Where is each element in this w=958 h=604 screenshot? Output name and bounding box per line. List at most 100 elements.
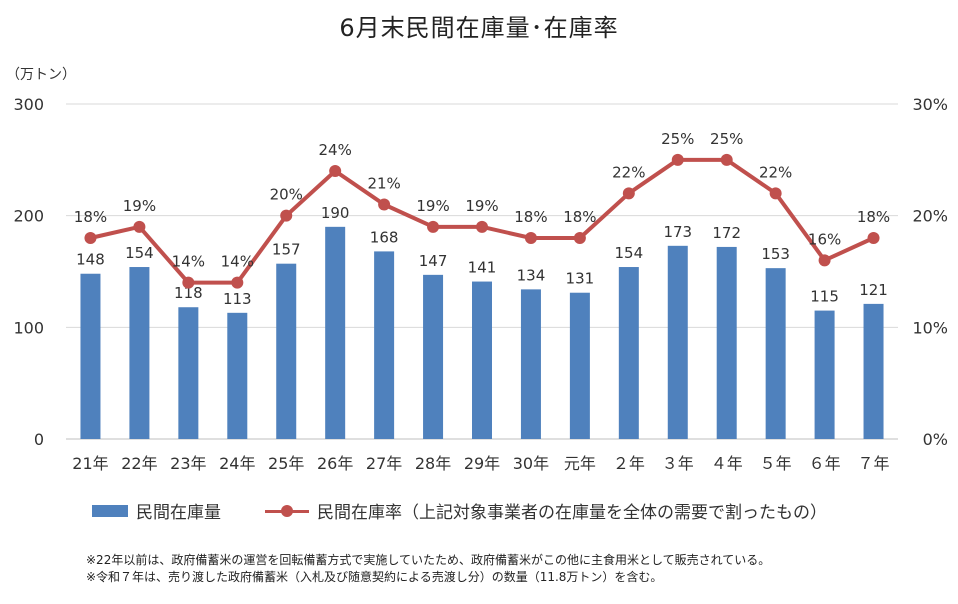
bar-value-label: 148 [76,251,105,269]
bar [716,246,737,439]
y-tick-label: 200 [13,207,44,226]
x-tick-label: 29年 [464,454,500,473]
bar [129,267,150,439]
y2-tick-label: 0% [923,430,948,449]
bar-value-label: 118 [174,284,203,302]
combo-chart: 0 100 200 300 0% 10% 20% 30% 148 21年 154 22年 118 23年 1… [13,95,948,473]
line-value-label: 25% [661,130,694,148]
bar-value-label: 168 [370,228,399,246]
x-tick-label: 28年 [415,454,451,473]
line-point [769,187,782,200]
x-tick-label: 30年 [513,454,549,473]
bar-value-label: 147 [419,252,448,270]
bar [227,312,248,439]
x-tick-label: ５年 [760,454,792,473]
line-point [622,187,635,200]
line-value-label: 24% [319,141,352,159]
chart-title: 6月末民間在庫量･在庫率 [339,14,619,42]
y2-tick-label: 30% [912,95,948,114]
line-point [867,232,880,244]
bar-value-label: 113 [223,290,252,308]
bar-value-label: 157 [272,241,301,259]
bar-value-label: 115 [810,288,839,306]
legend-line-label: 民間在庫率（上記対象事業者の在庫量を全体の需要で割ったもの） [317,503,827,523]
bar-value-label: 154 [125,244,154,262]
bar [814,310,835,439]
x-tick-label: ６年 [809,454,841,473]
x-tick-label: 24年 [219,454,255,473]
bar-value-label: 153 [761,245,790,263]
line-point [84,232,97,244]
line-point [182,276,195,289]
bar-value-label: 141 [468,259,497,277]
x-tick-label: ７年 [858,454,890,473]
x-tick-label: 27年 [366,454,402,473]
line-point [524,232,537,244]
line-value-label: 14% [221,253,254,271]
line-value-label: 18% [857,208,890,226]
line-value-label: 19% [123,197,156,215]
footnote-2: ※令和７年は、売り渡した政府備蓄米（入札及び随意契約による売渡し分）の数量（11… [86,570,663,584]
bar-value-label: 134 [517,266,546,284]
y2-tick-label: 20% [912,207,948,226]
line-value-label: 19% [465,197,498,215]
line-value-label: 18% [74,208,107,226]
line-value-label: 22% [759,163,792,181]
bar-value-label: 154 [615,244,644,262]
x-tick-label: ２年 [613,454,645,473]
bar [472,281,492,439]
x-tick-label: ４年 [711,454,743,473]
line-value-label: 18% [514,208,547,226]
line-value-label: 16% [808,230,841,248]
legend-line-swatch [265,504,309,518]
chart-legend: 民間在庫量 民間在庫率（上記対象事業者の在庫量を全体の需要で割ったもの） [92,498,827,523]
line-point [720,153,733,166]
legend-bar-label: 民間在庫量 [136,503,221,523]
line-value-label: 21% [367,175,400,193]
bar [423,274,444,439]
bar [765,268,786,439]
bar [520,289,541,439]
y2-tick-label: 10% [912,318,948,337]
line-point [573,232,586,244]
bar [325,226,346,439]
line-point [818,254,831,267]
y-tick-label: 300 [13,95,44,114]
bar [863,303,884,439]
line-value-label: 14% [172,253,205,271]
x-tick-label: 23年 [170,454,206,473]
line-value-label: 19% [416,197,449,215]
x-tick-label: 22年 [121,454,157,473]
bar-value-label: 190 [321,204,350,222]
line-point [476,220,488,233]
y-axis-unit-label: （万トン） [6,67,76,83]
y-tick-label: 100 [13,318,44,337]
line-value-label: 18% [563,208,596,226]
y-tick-label: 0 [34,430,44,449]
x-tick-label: 25年 [268,454,304,473]
bar [374,251,395,439]
bar [667,245,688,439]
line-point [671,153,684,166]
bar [569,292,590,439]
line-point [231,276,244,289]
line-point [280,209,293,222]
bar-value-label: 173 [663,223,692,241]
bar [276,263,297,439]
line-point [329,165,342,177]
bar-value-label: 172 [712,224,741,242]
footnotes: ※22年以前は、政府備蓄米の運営を回転備蓄方式で実施していたため、政府備蓄米がこ… [86,552,770,586]
x-tick-label: 26年 [317,454,353,473]
line-value-label: 20% [270,186,303,204]
line-point [133,220,146,233]
bar-value-label: 131 [566,270,595,288]
bar [178,307,199,439]
bar-value-label: 121 [859,281,888,299]
legend-bar-swatch [92,504,128,517]
bar [618,267,639,439]
footnote-1: ※22年以前は、政府備蓄米の運営を回転備蓄方式で実施していたため、政府備蓄米がこ… [86,553,771,567]
x-tick-label: 元年 [564,454,596,473]
line-point [378,198,391,211]
bar [80,273,101,439]
line-value-label: 25% [710,130,743,148]
